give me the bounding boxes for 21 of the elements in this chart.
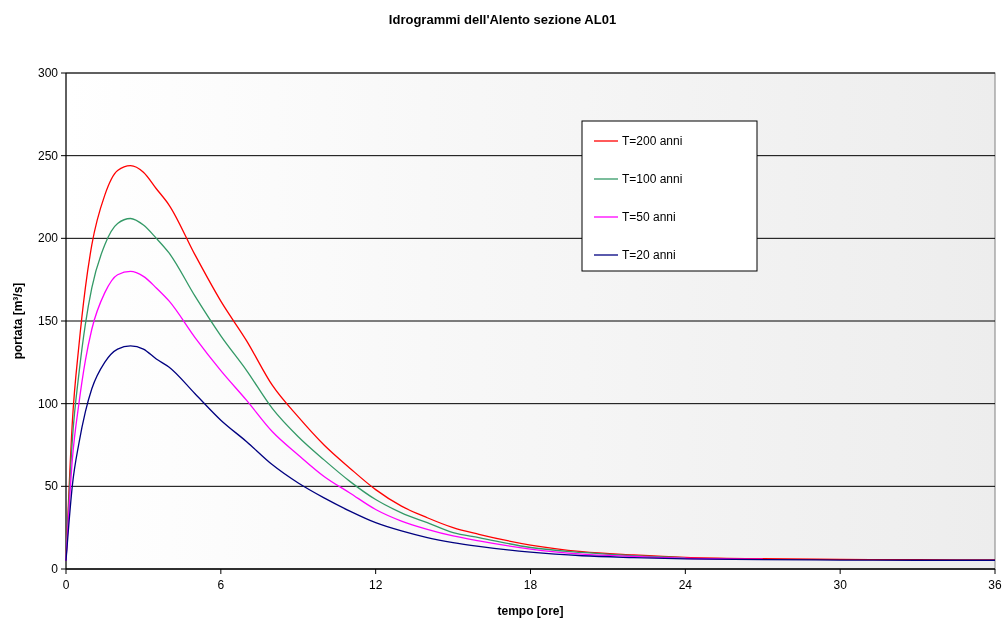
x-tick-label: 6: [217, 578, 225, 592]
y-tick-label: 0: [51, 562, 59, 576]
legend-label: T=50 anni: [622, 210, 676, 224]
legend-label: T=100 anni: [622, 172, 683, 186]
y-axis-title: portata [m³/s]: [11, 282, 25, 360]
x-tick-label: 18: [523, 578, 538, 592]
x-tick-label: 24: [678, 578, 693, 592]
y-tick-label: 100: [37, 396, 59, 411]
x-tick-label: 12: [368, 578, 383, 592]
x-axis-title: tempo [ore]: [497, 604, 564, 618]
y-tick-label: 200: [37, 231, 59, 246]
x-tick-label: 36: [988, 578, 1002, 592]
chart-title: Idrogrammi dell'Alento sezione AL01: [388, 12, 617, 27]
x-tick-label: 30: [833, 578, 848, 592]
legend-label: T=200 anni: [622, 134, 683, 148]
y-tick-label: 300: [37, 66, 59, 80]
x-tick-label: 0: [62, 578, 70, 592]
legend-label: T=20 anni: [622, 248, 676, 262]
y-tick-label: 50: [44, 479, 59, 494]
y-tick-label: 150: [37, 314, 59, 328]
y-tick-label: 250: [37, 148, 59, 163]
